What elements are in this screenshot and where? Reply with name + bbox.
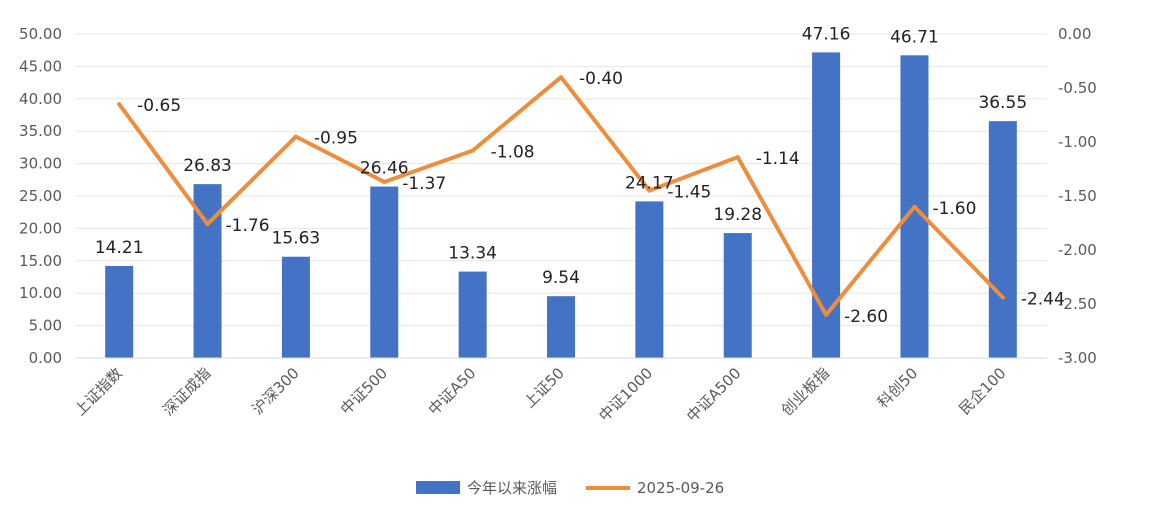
line-data-label: -0.40	[579, 69, 623, 89]
bar-data-label: 15.63	[272, 229, 321, 249]
category-label: 创业板指	[778, 364, 833, 419]
line-point	[647, 188, 652, 193]
bar	[547, 296, 575, 358]
grid-lines	[75, 33, 1047, 327]
line-point	[470, 148, 475, 153]
category-label: 中证500	[337, 364, 391, 418]
line-point	[559, 75, 563, 80]
left-tick-label: 5.00	[29, 317, 62, 335]
category-label: 中证A50	[425, 364, 480, 419]
bar-data-label: 9.54	[542, 268, 580, 288]
right-tick-label: -2.00	[1058, 241, 1097, 259]
line-data-label: -1.37	[402, 174, 446, 194]
category-label: 中证1000	[595, 364, 656, 425]
line-data-label: -1.60	[932, 199, 976, 219]
legend: 今年以来涨幅 2025-09-26	[416, 479, 724, 497]
category-label: 民企100	[955, 364, 1009, 418]
bar	[105, 265, 134, 358]
category-label: 上证50	[520, 364, 567, 411]
left-tick-label: 20.00	[19, 219, 62, 237]
left-tick-label: 45.00	[19, 57, 62, 75]
category-label: 深证成指	[159, 364, 214, 419]
bar	[370, 186, 399, 358]
right-tick-label: -3.00	[1058, 349, 1097, 367]
bar	[812, 52, 841, 358]
line-data-label: -2.60	[844, 307, 888, 327]
line-point	[1000, 295, 1005, 300]
right-tick-label: -1.00	[1058, 133, 1097, 151]
bar-data-labels: 14.21 26.83 15.63 26.46 13.34 9.54 24.17 19.28 4…	[95, 24, 1027, 288]
right-tick-label: -1.50	[1058, 187, 1097, 205]
bar-data-label: 13.34	[448, 244, 497, 264]
line-series	[117, 75, 1005, 317]
bar	[988, 121, 1017, 358]
left-tick-label: 50.00	[19, 25, 62, 43]
left-tick-label: 30.00	[19, 155, 62, 173]
category-label: 中证A500	[683, 364, 744, 425]
bar-data-label: 47.16	[802, 24, 851, 44]
right-tick-label: -2.50	[1058, 295, 1097, 313]
line-data-label: -2.44	[1021, 290, 1065, 310]
bar	[723, 233, 752, 358]
category-label: 科创50	[874, 364, 921, 411]
line-point	[912, 204, 917, 209]
line-point	[205, 222, 210, 227]
left-tick-label: 0.00	[29, 349, 62, 367]
line-point	[382, 179, 387, 184]
legend-label-line: 2025-09-26	[637, 479, 724, 497]
line-data-label: -1.08	[491, 143, 535, 163]
left-axis: 0.00 5.00 10.00 15.00 20.00 25.00 30.00 35.00 40…	[19, 25, 62, 367]
category-label: 上证指数	[71, 364, 126, 419]
left-tick-label: 10.00	[19, 284, 62, 302]
right-tick-label: 0.00	[1058, 25, 1091, 43]
bar-data-label: 46.71	[890, 27, 939, 47]
bar-data-label: 36.55	[978, 93, 1027, 113]
line-data-labels: -0.65 -1.76 -0.95 -1.37 -1.08 -0.40 -1.45 -1.14…	[137, 69, 1065, 327]
left-tick-label: 25.00	[19, 187, 62, 205]
bar-data-label: 24.17	[625, 173, 674, 193]
bar-data-label: 14.21	[95, 238, 144, 258]
bar	[458, 271, 487, 358]
category-label: 沪深300	[249, 364, 303, 418]
line-point	[824, 312, 829, 317]
category-labels: 上证指数 深证成指 沪深300 中证500 中证A50 上证50 中证1000 中证A500 创…	[71, 364, 1010, 425]
line-data-label: -1.14	[756, 149, 800, 169]
line-data-label: -1.76	[226, 216, 270, 236]
right-tick-label: -0.50	[1058, 79, 1097, 97]
line-data-label: -0.95	[314, 129, 358, 149]
line-point	[293, 134, 298, 139]
line-point	[117, 102, 122, 107]
legend-swatch-bar	[416, 481, 460, 494]
bar-data-label: 26.83	[183, 156, 232, 176]
bar	[281, 256, 310, 358]
line-data-label: -0.65	[137, 96, 181, 116]
line-point	[735, 155, 740, 160]
left-tick-label: 15.00	[19, 252, 62, 270]
bar-data-label: 19.28	[713, 205, 762, 225]
bar-data-label: 26.46	[360, 159, 409, 179]
left-tick-label: 40.00	[19, 90, 62, 108]
legend-label-bar: 今年以来涨幅	[467, 479, 557, 497]
left-tick-label: 35.00	[19, 122, 62, 140]
right-axis: -3.00 -2.50 -2.00 -1.50 -1.00 -0.50 0.00	[1058, 25, 1097, 367]
bar-series	[105, 52, 1017, 358]
line-data-label: -1.45	[667, 183, 711, 203]
bar	[635, 201, 664, 358]
